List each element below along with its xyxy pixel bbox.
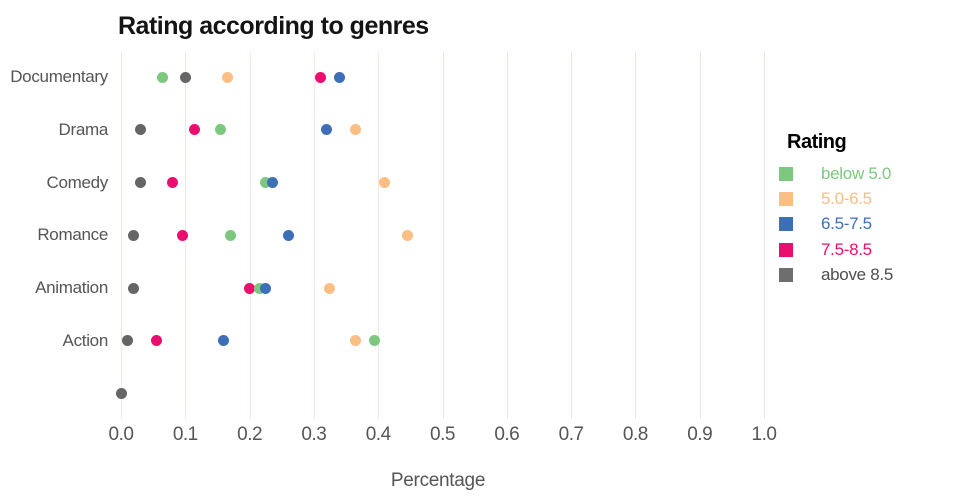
y-category-label: Drama bbox=[58, 119, 108, 139]
data-point bbox=[350, 335, 362, 347]
data-point bbox=[260, 177, 272, 188]
x-tick-label: 0.3 bbox=[301, 424, 327, 445]
y-category-label: Comedy bbox=[46, 172, 108, 192]
data-point bbox=[266, 177, 278, 188]
data-point bbox=[260, 282, 272, 294]
data-point bbox=[128, 282, 140, 294]
data-point bbox=[166, 177, 178, 188]
x-tick-label: 0.6 bbox=[494, 424, 520, 445]
legend-item: 5.0-6.5 bbox=[779, 186, 893, 211]
data-point bbox=[128, 229, 140, 241]
data-point bbox=[134, 177, 146, 188]
data-point bbox=[253, 282, 265, 294]
y-category-label: Action bbox=[62, 330, 109, 350]
data-point bbox=[324, 282, 336, 294]
legend-swatch-icon bbox=[779, 268, 793, 283]
data-point bbox=[379, 177, 391, 188]
data-point bbox=[282, 229, 294, 241]
x-tick-label: 0.0 bbox=[108, 424, 134, 445]
gridline-x-0.7 bbox=[571, 52, 573, 419]
data-point bbox=[179, 71, 191, 83]
legend-item-label: 6.5-7.5 bbox=[821, 214, 872, 234]
legend-item-label: 5.0-6.5 bbox=[821, 189, 872, 209]
legend-item: below 5.0 bbox=[779, 161, 893, 186]
data-point bbox=[224, 229, 236, 241]
legend-item-label: above 8.5 bbox=[821, 265, 893, 285]
data-point bbox=[321, 124, 333, 136]
data-point bbox=[150, 335, 162, 347]
x-tick-label: 0.2 bbox=[237, 424, 263, 445]
x-axis-title: Percentage bbox=[390, 470, 486, 491]
chart-title: Rating according to genres bbox=[118, 12, 429, 40]
legend-items: below 5.0 5.0-6.5 6.5-7.5 7.5-8.5 above 8.5 bbox=[779, 161, 893, 288]
x-tick-label: 0.5 bbox=[430, 424, 455, 445]
data-point bbox=[350, 124, 362, 136]
gridline-x-0.8 bbox=[635, 52, 637, 419]
data-point bbox=[334, 71, 346, 83]
data-point bbox=[369, 335, 381, 347]
y-category-label: Documentary bbox=[10, 67, 108, 86]
data-point bbox=[314, 71, 326, 83]
gridline-x-0.2 bbox=[249, 52, 251, 419]
gridline-x-0.9 bbox=[699, 52, 701, 419]
x-tick-label: 0.4 bbox=[365, 424, 391, 445]
x-tick-label: 0.9 bbox=[687, 424, 713, 445]
y-category-label: Romance bbox=[37, 225, 108, 245]
gridline-x-0.3 bbox=[313, 52, 315, 419]
legend-item: 7.5-8.5 bbox=[779, 237, 893, 262]
data-point bbox=[244, 282, 256, 294]
y-category-label: Animation bbox=[35, 278, 108, 297]
x-tick-label: 0.7 bbox=[558, 424, 584, 445]
data-point bbox=[176, 229, 188, 241]
x-tick-label: 0.1 bbox=[172, 424, 198, 445]
data-point bbox=[218, 335, 230, 347]
x-tick-label: 1.0 bbox=[751, 424, 777, 445]
legend-title: Rating bbox=[787, 131, 847, 153]
data-point bbox=[121, 335, 133, 347]
data-point bbox=[215, 124, 227, 136]
legend-swatch-icon bbox=[779, 217, 793, 232]
legend-item: above 8.5 bbox=[779, 263, 893, 288]
gridline-x-0.5 bbox=[442, 52, 444, 419]
data-point bbox=[401, 229, 413, 241]
legend-swatch-icon bbox=[779, 166, 793, 181]
gridline-x-0.4 bbox=[378, 52, 380, 419]
legend-item: 6.5-7.5 bbox=[779, 212, 893, 237]
data-point bbox=[189, 124, 201, 136]
data-point bbox=[115, 388, 127, 399]
legend: Rating below 5.0 5.0-6.5 6.5-7.5 7.5-8.5 abo… bbox=[779, 131, 893, 288]
gridline-x-0.6 bbox=[506, 52, 508, 419]
legend-swatch-icon bbox=[779, 192, 793, 207]
data-point bbox=[134, 124, 146, 136]
legend-item-label: 7.5-8.5 bbox=[821, 239, 872, 259]
gridline-x-0.0 bbox=[121, 52, 122, 419]
legend-swatch-icon bbox=[779, 242, 793, 257]
data-point bbox=[221, 71, 233, 83]
data-point bbox=[157, 71, 169, 83]
gridline-x-1.0 bbox=[764, 52, 765, 419]
legend-item-label: below 5.0 bbox=[821, 163, 892, 183]
x-tick-label: 0.8 bbox=[622, 424, 648, 445]
